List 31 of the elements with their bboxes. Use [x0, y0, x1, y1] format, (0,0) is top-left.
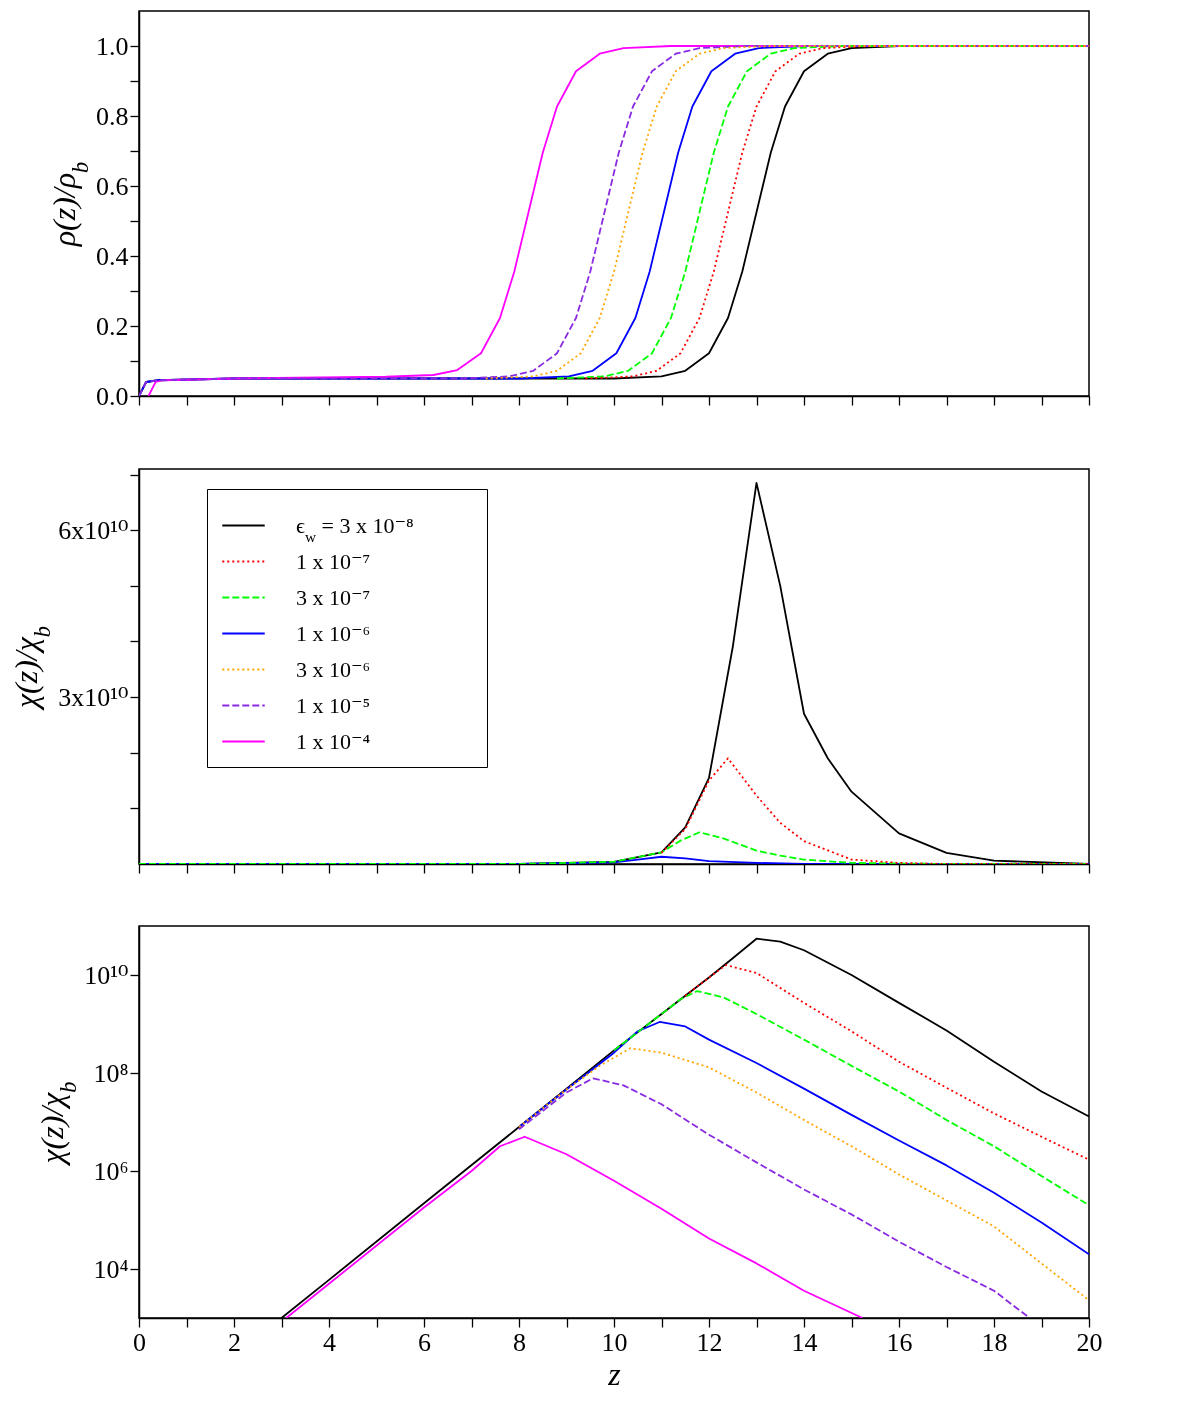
y-tick-label: 0.0	[96, 381, 129, 411]
x-tick-label: 12	[696, 1327, 723, 1357]
legend-label: 1 x 10⁻⁶	[296, 620, 371, 646]
x-tick-label: 18	[981, 1327, 1008, 1357]
y-tick-label: 10⁴	[93, 1254, 129, 1284]
y-tick-label: 0.2	[96, 311, 129, 341]
x-tick-label: 10	[601, 1327, 628, 1357]
y-tick-label: 0.4	[96, 241, 129, 271]
y-tick-label: 6x10¹⁰	[58, 515, 129, 545]
y-tick-label: 0.6	[96, 171, 129, 201]
y-tick-label: 10⁸	[93, 1058, 129, 1088]
x-tick-label: 6	[418, 1327, 431, 1357]
x-tick-label: 8	[513, 1327, 526, 1357]
legend-label: ϵ$_{w}$ = 3 x 10⁻⁸	[296, 512, 414, 544]
x-tick-label: 14	[791, 1327, 818, 1357]
x-tick-label: 20	[1076, 1327, 1103, 1357]
y-tick-label: 0.8	[96, 101, 129, 131]
legend-label: 1 x 10⁻⁷	[296, 548, 371, 574]
legend-label: 3 x 10⁻⁶	[296, 656, 371, 682]
x-tick-label: 2	[228, 1327, 241, 1357]
x-tick-label: 16	[886, 1327, 913, 1357]
legend-label: 1 x 10⁻⁵	[296, 692, 371, 718]
x-tick-label: 0	[133, 1327, 146, 1357]
y-tick-label: 10¹⁰	[84, 960, 129, 990]
legend-label: 1 x 10⁻⁴	[296, 728, 371, 754]
legend-label: 3 x 10⁻⁷	[296, 584, 371, 610]
x-axis-title: z	[607, 1355, 622, 1392]
y-tick-label: 3x10¹⁰	[58, 682, 129, 712]
y-tick-label: 1.0	[96, 31, 129, 61]
x-tick-label: 4	[323, 1327, 336, 1357]
y-tick-label: 10⁶	[93, 1156, 129, 1186]
